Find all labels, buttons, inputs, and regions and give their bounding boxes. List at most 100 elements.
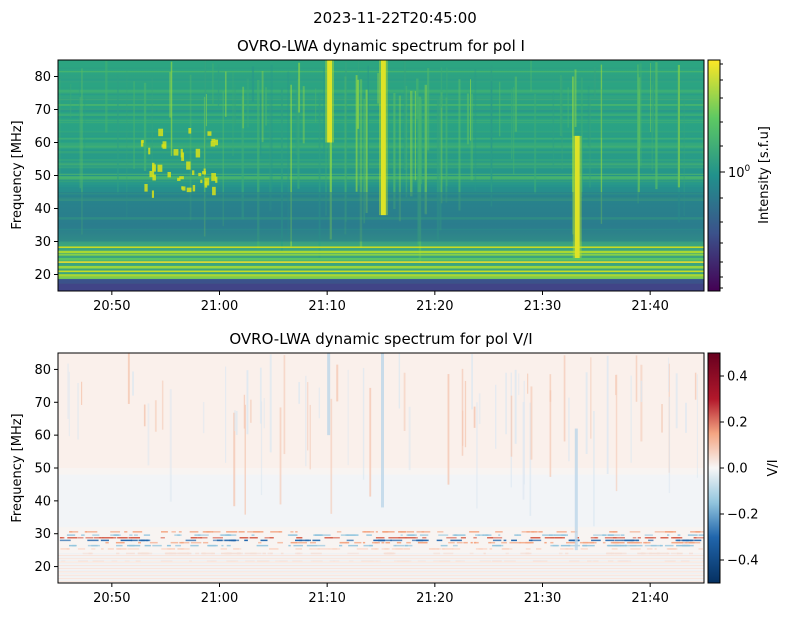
texture-band-dash [488,541,492,544]
texture-vline [79,97,82,189]
texture-vline [649,63,652,132]
texture-band-dash [321,534,331,536]
texture-band-dash [231,539,236,542]
texture-vline [476,402,478,509]
colorbar-intensity: 100 Intensity [s.f.u] [707,59,772,292]
texture-vline [357,79,360,129]
texture-vline [323,67,326,153]
texture-vline [377,73,379,104]
texture-band-dash [100,539,109,542]
texture-band-dash [421,531,431,533]
texture-band-dash [693,537,704,539]
texture-band-dash [664,531,677,533]
texture-band-dash [244,539,248,542]
texture-blob [151,190,154,198]
texture-vline [127,353,130,404]
texture-band-dash [380,539,392,542]
texture-hline [58,578,704,579]
texture-band-dash [258,541,262,544]
burst-mark [327,60,333,143]
texture-band-dash [608,534,614,536]
panel-i-ytick-label: 80 [34,70,51,85]
panel-i-y-axis: 20 30 40 50 60 70 80 [34,70,58,283]
texture-vline [387,91,389,173]
texture-band-dash [490,537,503,539]
panel-vi-ytick-label: 80 [34,363,51,378]
texture-vline [347,369,349,466]
texture-band-dash [582,544,590,547]
texture-band-line [58,261,704,263]
texture-band-dash [374,541,380,544]
texture-band-dash [138,541,142,544]
texture-vline [589,96,591,188]
texture-vline [329,70,332,240]
figure-suptitle: 2023-11-22T20:45:00 [313,9,477,27]
texture-band-dash [381,541,385,544]
texture-band-dash [189,531,199,533]
texture-band-dash [127,544,135,547]
texture-vline [417,96,420,245]
texture-band-line [58,270,704,273]
texture-hline [58,566,704,568]
colorbar-vi: 0.4 0.2 0.0 −0.2 −0.4 V/I [707,352,781,584]
texture-band-dash [454,534,466,536]
texture-vline [257,79,260,249]
panel-vi-xtick-label: 21:10 [308,591,345,606]
texture-band-dash [609,531,615,533]
texture-vline [117,74,119,196]
texture-band-dash [693,537,697,539]
texture-vline [473,406,476,428]
texture-band-dash [530,537,541,539]
texture-vline [367,65,369,172]
texture-band-dash [131,537,141,539]
texture-vline [470,93,473,181]
texture-band-dash [345,541,350,544]
colorbar-vi-ticks: 0.4 0.2 0.0 −0.2 −0.4 [720,370,759,569]
texture-band-dash [362,541,366,544]
texture-vline [132,371,134,396]
texture-band-dash [460,537,466,539]
texture-vline [640,364,643,442]
texture-band-dash [644,537,657,539]
texture-vline [424,84,428,215]
colorbar-intensity-label: Intensity [s.f.u] [757,126,772,224]
texture-vline [655,62,658,190]
texture-vline [667,357,670,392]
texture-band-dash [312,548,320,550]
texture-band-dash [253,531,260,533]
texture-band-dash [94,537,104,539]
texture-vline [403,372,406,431]
texture-band-dash [555,537,565,539]
texture-vline [147,403,150,466]
texture-band-dash [422,537,427,539]
texture-band-dash [190,544,199,547]
texture-band-dash [463,541,468,544]
texture-band-dash [117,548,127,550]
texture-vline [639,63,642,167]
texture-band-line [58,274,704,277]
texture-band-dash [544,537,554,539]
texture-vline [534,94,537,194]
texture-vline [458,79,461,211]
texture-hline [58,569,704,571]
panel-vi-xtick-label: 21:30 [524,591,561,606]
texture-band-dash [381,548,389,550]
texture-band-dash [667,534,670,536]
texture-band-dash [220,548,228,550]
texture-vline [241,96,244,220]
panel-vi-ytick-label: 60 [34,429,51,444]
burst-mark [574,135,580,258]
texture-vline [573,71,575,220]
texture-band-dash [403,548,411,550]
texture-vline [143,404,146,427]
texture-band-dash [309,548,313,550]
texture-vline [263,397,265,429]
texture-vline [233,412,236,507]
texture-vline [251,66,255,102]
texture-band-dash [110,531,121,533]
texture-blob [149,171,155,178]
panel-i-title: OVRO-LWA dynamic spectrum for pol I [237,37,525,55]
texture-band-dash [197,534,209,536]
panel-i-features [325,60,582,258]
